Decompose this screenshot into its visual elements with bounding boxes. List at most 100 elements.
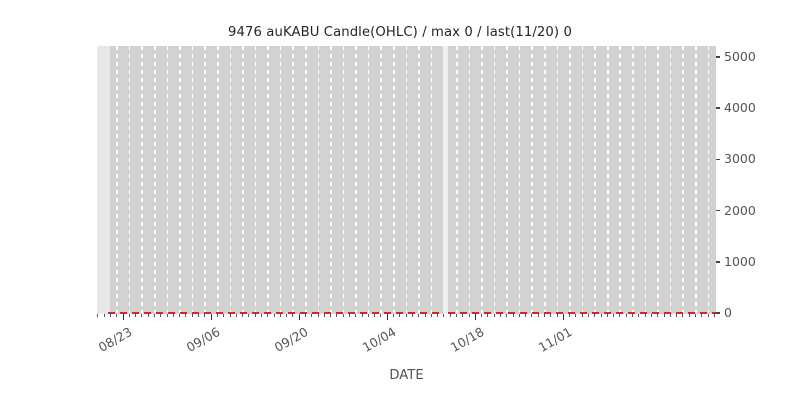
x-tick-mark-minor	[688, 314, 690, 317]
y-tick-mark	[716, 209, 720, 212]
gridline-vertical	[191, 46, 194, 314]
x-tick-mark-minor	[694, 314, 696, 317]
x-tick-mark-minor	[707, 314, 709, 317]
gridline-vertical	[418, 46, 420, 314]
y-axis-right: 0 1000 2000 3000 4000 5000	[716, 46, 800, 320]
y-tick-label: 2000	[724, 202, 756, 218]
x-tick-mark-minor	[286, 314, 288, 317]
x-tick-mark-minor	[141, 314, 143, 317]
x-tick-mark-minor	[657, 314, 659, 317]
x-tick-mark-minor	[481, 314, 483, 317]
x-tick-mark-minor	[663, 314, 665, 317]
x-tick-mark-major	[562, 314, 565, 320]
x-tick-mark-minor	[254, 314, 256, 317]
gridline-vertical	[204, 46, 206, 314]
x-tick-mark-minor	[424, 314, 426, 317]
gridline-vertical	[304, 46, 307, 314]
x-tick-mark-minor	[713, 314, 715, 317]
y-tick-label: 5000	[724, 48, 756, 64]
x-tick-mark-minor	[103, 314, 105, 317]
y-tick-label: 0	[724, 305, 732, 320]
x-tick-mark-minor	[625, 314, 627, 317]
gridline-vertical	[606, 46, 609, 314]
x-tick-mark-minor	[632, 314, 634, 317]
gridline-vertical	[632, 46, 634, 314]
gridline-vertical	[493, 46, 496, 314]
x-tick-label: 08/23	[95, 324, 135, 356]
gridline-vertical	[393, 46, 395, 314]
x-tick-mark-minor	[304, 314, 306, 317]
gridline-vertical	[166, 46, 169, 314]
gridline-vertical	[569, 46, 571, 314]
gridline-vertical	[544, 46, 546, 314]
gridline-vertical	[267, 46, 269, 314]
x-tick-mark-major	[122, 314, 124, 320]
x-tick-mark-minor	[330, 314, 332, 317]
x-tick-mark-minor	[701, 314, 703, 317]
gridline-vertical	[179, 46, 181, 314]
gridline-vertical	[216, 46, 219, 314]
y-tick-label: 4000	[724, 100, 756, 115]
x-tick-mark-minor	[380, 314, 382, 317]
gridline-vertical	[506, 46, 508, 314]
x-tick-mark-minor	[581, 314, 583, 317]
x-tick-mark-minor	[242, 314, 244, 317]
x-tick-mark-minor	[537, 314, 539, 317]
x-tick-mark-minor	[216, 314, 218, 317]
x-tick-mark-minor	[147, 314, 149, 317]
x-tick-mark-minor	[160, 314, 162, 317]
plot-area[interactable]	[97, 46, 716, 314]
x-tick-mark-minor	[323, 314, 325, 317]
x-tick-mark-minor	[550, 314, 552, 317]
x-axis-title: DATE	[389, 368, 424, 383]
x-tick-mark-minor	[462, 314, 464, 317]
x-tick-label: 09/20	[271, 324, 311, 356]
x-tick-mark-major	[210, 314, 213, 320]
gridline-vertical	[367, 46, 370, 314]
x-tick-mark-minor	[116, 314, 118, 317]
x-tick-mark-minor	[506, 314, 508, 317]
x-tick-mark-minor	[342, 314, 344, 317]
x-tick-mark-minor	[449, 314, 451, 317]
x-tick-mark-minor	[399, 314, 401, 317]
x-tick-mark-minor	[248, 314, 250, 317]
gridline-vertical	[657, 46, 659, 314]
x-tick-mark-minor	[569, 314, 571, 317]
gridline-vertical	[317, 46, 320, 314]
gridline-vertical	[455, 46, 458, 314]
x-tick-mark-minor	[455, 314, 457, 317]
x-tick-mark-minor	[405, 314, 407, 317]
x-tick-mark-minor	[229, 314, 231, 317]
gridline-vertical	[330, 46, 332, 314]
gridline-vertical	[254, 46, 257, 314]
gridline-vertical	[229, 46, 232, 314]
gridline-vertical	[355, 46, 357, 314]
y-tick-mark	[716, 261, 720, 263]
x-tick-mark-minor	[185, 314, 187, 317]
x-tick-mark-minor	[172, 314, 174, 317]
gridline-vertical	[279, 46, 282, 314]
y-tick-mark	[716, 158, 720, 160]
x-axis-bottom: 08/23 09/06 09/20 10/04 10/18 11/01	[95, 314, 716, 400]
vertical-gridlines	[97, 46, 716, 314]
plot-left-margin-band	[97, 46, 110, 314]
x-tick-label: 11/01	[535, 324, 575, 356]
y-tick-label: 1000	[724, 253, 756, 269]
x-tick-mark-minor	[198, 314, 200, 317]
x-tick-mark-minor	[531, 314, 533, 317]
x-tick-mark-minor	[430, 314, 432, 317]
x-tick-mark-minor	[499, 314, 501, 317]
x-tick-mark-minor	[223, 314, 225, 317]
x-tick-mark-minor	[267, 314, 269, 317]
x-tick-mark-minor	[166, 314, 168, 317]
gridline-vertical	[342, 46, 345, 314]
gridline-vertical	[405, 46, 408, 314]
x-tick-mark-minor	[279, 314, 281, 317]
gridline-vertical	[292, 46, 294, 314]
x-tick-mark-minor	[374, 314, 376, 317]
gridline-vertical	[531, 46, 534, 314]
x-tick-mark-minor	[191, 314, 193, 317]
x-tick-mark-minor	[393, 314, 395, 317]
chart-title: 9476 auKABU Candle(OHLC) / max 0 / last(…	[228, 25, 572, 40]
